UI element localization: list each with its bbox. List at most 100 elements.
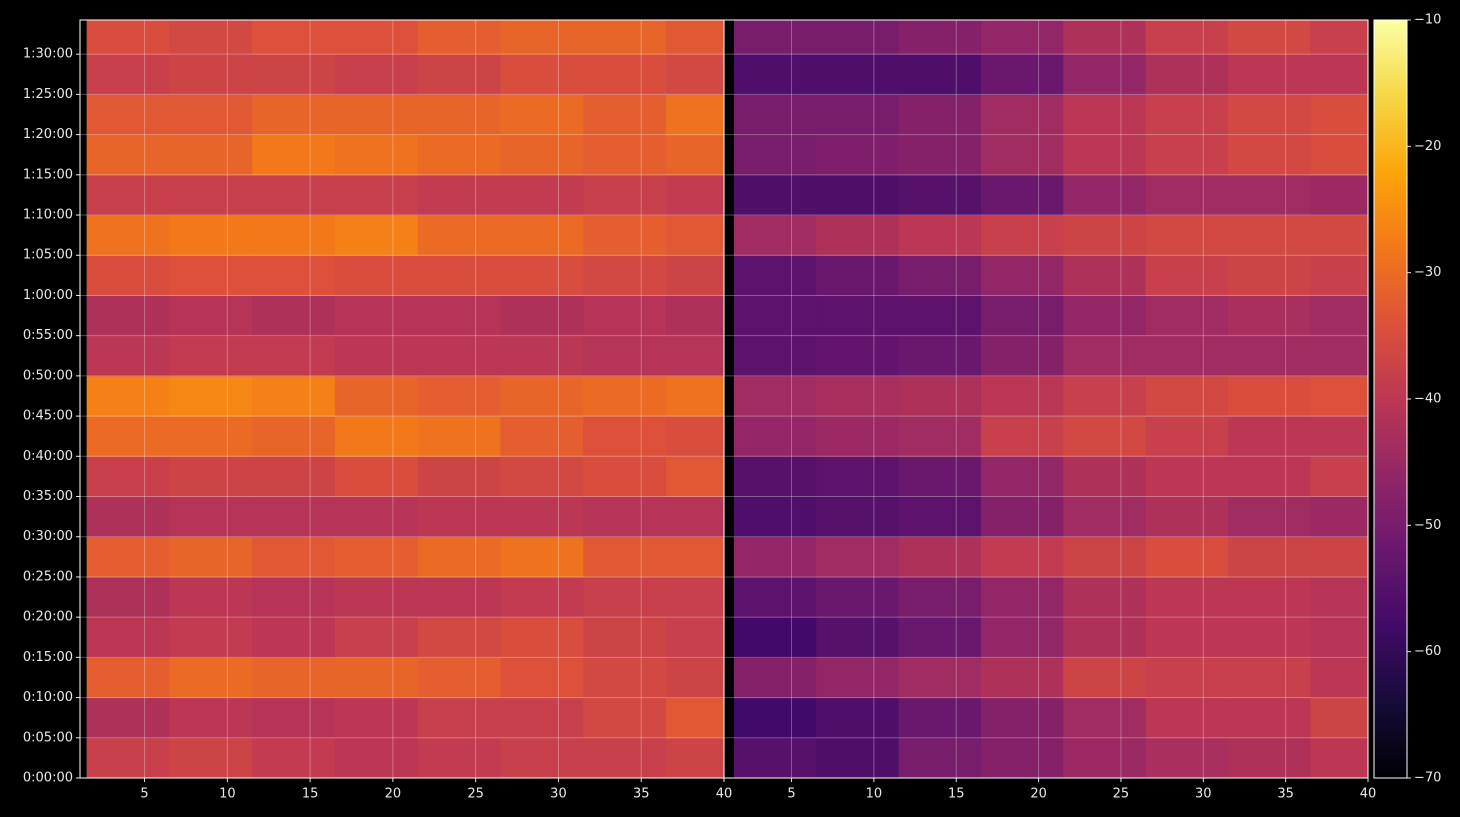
heatmap-cell bbox=[898, 496, 982, 538]
heatmap-cells bbox=[733, 20, 1368, 778]
heatmap-cell bbox=[500, 174, 584, 216]
heatmap-cell bbox=[583, 215, 667, 256]
heatmap-cell bbox=[583, 617, 667, 658]
heatmap-cell bbox=[169, 697, 253, 739]
heatmap-cell bbox=[169, 295, 253, 337]
heatmap-cell bbox=[733, 215, 817, 256]
y-tick-label: 0:05:00 bbox=[23, 730, 73, 745]
y-tick-label: 1:30:00 bbox=[23, 47, 73, 62]
heatmap-cell bbox=[500, 617, 584, 658]
heatmap-cell bbox=[980, 416, 1064, 457]
y-tick-label: 1:20:00 bbox=[23, 127, 73, 142]
heatmap-cell bbox=[1310, 617, 1368, 658]
y-tick-label: 0:40:00 bbox=[23, 449, 73, 464]
heatmap-cell bbox=[500, 215, 584, 256]
x-tick-label: 15 bbox=[948, 787, 965, 802]
heatmap-cell bbox=[334, 255, 419, 296]
heatmap-cell bbox=[500, 536, 584, 578]
heatmap-cell bbox=[334, 295, 419, 337]
heatmap-cell bbox=[169, 20, 253, 55]
heatmap-cells bbox=[86, 20, 724, 778]
heatmap-cell bbox=[1063, 617, 1147, 658]
heatmap-cell bbox=[816, 697, 900, 739]
heatmap-cell bbox=[169, 94, 253, 136]
heatmap-cell bbox=[583, 536, 667, 578]
heatmap-cell bbox=[816, 295, 900, 337]
y-tick-label: 0:30:00 bbox=[23, 529, 73, 544]
heatmap-cell bbox=[252, 174, 336, 216]
heatmap-cell bbox=[417, 657, 502, 699]
heatmap-cell bbox=[1310, 737, 1368, 778]
y-tick-label: 0:00:00 bbox=[23, 771, 73, 786]
heatmap-cell bbox=[169, 737, 253, 778]
heatmap-cell bbox=[334, 697, 419, 739]
heatmap-cell bbox=[1310, 255, 1368, 296]
heatmap-cell bbox=[417, 416, 502, 457]
heatmap-cell bbox=[500, 496, 584, 538]
heatmap-cell bbox=[733, 536, 817, 578]
heatmap-cell bbox=[1063, 456, 1147, 498]
heatmap-cell bbox=[1063, 737, 1147, 778]
y-tick-label: 1:00:00 bbox=[23, 288, 73, 303]
heatmap-cell bbox=[898, 456, 982, 498]
heatmap-cell bbox=[252, 576, 336, 618]
heatmap-cell bbox=[1145, 617, 1229, 658]
heatmap-cell bbox=[733, 20, 817, 55]
heatmap-cell bbox=[500, 375, 584, 417]
heatmap-cell bbox=[169, 416, 253, 457]
y-tick-label: 0:10:00 bbox=[23, 690, 73, 705]
heatmap-cell bbox=[733, 335, 817, 377]
heatmap-cell bbox=[666, 335, 724, 377]
heatmap-cell bbox=[666, 375, 724, 417]
heatmap-cell bbox=[1228, 255, 1311, 296]
heatmap-cell bbox=[980, 255, 1064, 296]
colorbar-tick-label: −50 bbox=[1414, 518, 1441, 533]
heatmap-cell bbox=[898, 20, 982, 55]
heatmap-cell bbox=[252, 375, 336, 417]
y-tick-label: 0:35:00 bbox=[23, 489, 73, 504]
heatmap-cell bbox=[86, 295, 170, 337]
heatmap-cell bbox=[169, 215, 253, 256]
heatmap-cell bbox=[733, 416, 817, 457]
heatmap-cell bbox=[1145, 255, 1229, 296]
x-tick-label: 15 bbox=[302, 787, 319, 802]
heatmap-cell bbox=[417, 94, 502, 136]
heatmap-cell bbox=[666, 737, 724, 778]
x-tick-label: 25 bbox=[1113, 787, 1130, 802]
heatmap-cell bbox=[500, 416, 584, 457]
heatmap-cell bbox=[334, 375, 419, 417]
heatmap-cell bbox=[1063, 134, 1147, 176]
heatmap-cell bbox=[816, 20, 900, 55]
heatmap-cell bbox=[417, 134, 502, 176]
heatmap-cell bbox=[583, 174, 667, 216]
heatmap-cell bbox=[86, 617, 170, 658]
heatmap-cell bbox=[666, 496, 724, 538]
heatmap-cell bbox=[666, 576, 724, 618]
heatmap-cell bbox=[666, 134, 724, 176]
heatmap-cell bbox=[334, 496, 419, 538]
heatmap-cell bbox=[666, 697, 724, 739]
heatmap-cell bbox=[417, 536, 502, 578]
heatmap-cell bbox=[334, 576, 419, 618]
heatmap-cell bbox=[898, 255, 982, 296]
heatmap-cell bbox=[500, 737, 584, 778]
heatmap-cell bbox=[1228, 536, 1311, 578]
heatmap-cell bbox=[816, 416, 900, 457]
heatmap-cell bbox=[417, 617, 502, 658]
heatmap-cell bbox=[1145, 375, 1229, 417]
colorbar-tick-label: −10 bbox=[1414, 13, 1441, 28]
colorbar-tick-label: −60 bbox=[1414, 644, 1441, 659]
heatmap-cell bbox=[1310, 335, 1368, 377]
heatmap-cell bbox=[252, 215, 336, 256]
heatmap-cell bbox=[86, 215, 170, 256]
heatmap-cell bbox=[666, 174, 724, 216]
heatmap-cell bbox=[666, 657, 724, 699]
heatmap-cell bbox=[1145, 697, 1229, 739]
x-tick-label: 10 bbox=[866, 787, 883, 802]
heatmap-cell bbox=[816, 94, 900, 136]
heatmap-cell bbox=[1145, 657, 1229, 699]
heatmap-cell bbox=[583, 375, 667, 417]
heatmap-cell bbox=[733, 375, 817, 417]
heatmap-cell bbox=[500, 255, 584, 296]
heatmap-cell bbox=[252, 697, 336, 739]
